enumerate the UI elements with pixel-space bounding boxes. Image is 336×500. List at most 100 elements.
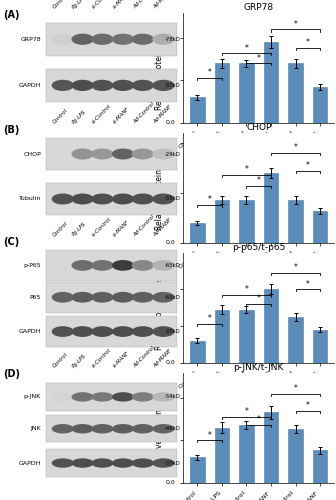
Text: *: * (294, 143, 297, 152)
Text: si-MANF: si-MANF (112, 350, 131, 368)
Ellipse shape (72, 148, 94, 160)
Ellipse shape (91, 424, 114, 434)
Ellipse shape (52, 260, 74, 271)
Bar (46, 415, 177, 442)
Ellipse shape (132, 148, 154, 160)
Bar (190, 340, 205, 362)
Text: *: * (208, 314, 212, 323)
Ellipse shape (52, 194, 74, 204)
Ellipse shape (112, 260, 134, 271)
Ellipse shape (72, 326, 94, 337)
Text: Control: Control (52, 352, 69, 368)
Text: *: * (245, 44, 248, 52)
Text: Ad-MANF: Ad-MANF (153, 217, 173, 237)
Title: CHOP: CHOP (246, 124, 271, 132)
Bar (288, 317, 303, 362)
Title: p-p65/t-p65: p-p65/t-p65 (232, 244, 285, 252)
Ellipse shape (112, 392, 134, 402)
Ellipse shape (152, 292, 175, 302)
Text: Ad-MANF: Ad-MANF (153, 0, 173, 10)
Text: GAPDH: GAPDH (19, 329, 41, 334)
Text: Control: Control (52, 220, 69, 237)
Y-axis label: Relative protein levels: Relative protein levels (155, 144, 164, 230)
Bar (190, 222, 205, 242)
Text: Pg-LPS: Pg-LPS (72, 352, 88, 368)
Ellipse shape (112, 194, 134, 204)
Text: si-Control: si-Control (91, 104, 113, 125)
Ellipse shape (91, 292, 114, 302)
Text: Ad-MANF: Ad-MANF (153, 348, 173, 368)
Bar (313, 87, 328, 122)
Text: *: * (306, 161, 310, 170)
Ellipse shape (91, 194, 114, 204)
Ellipse shape (132, 80, 154, 91)
Text: -65kD: -65kD (165, 263, 180, 268)
Ellipse shape (91, 392, 114, 402)
Text: *: * (306, 38, 310, 48)
Text: -54kD: -54kD (165, 394, 180, 400)
Text: si-Control: si-Control (91, 348, 113, 368)
Bar (215, 64, 229, 122)
Bar (288, 200, 303, 242)
Ellipse shape (132, 34, 154, 45)
Ellipse shape (91, 458, 114, 468)
Ellipse shape (112, 148, 134, 160)
Text: -37kD: -37kD (165, 329, 180, 334)
Bar (46, 23, 177, 56)
Ellipse shape (91, 34, 114, 45)
Bar (313, 330, 328, 362)
Ellipse shape (72, 260, 94, 271)
Bar (239, 64, 254, 122)
Text: *: * (257, 294, 261, 304)
Bar (264, 412, 278, 482)
Text: *: * (245, 165, 248, 174)
Bar (46, 250, 177, 281)
Text: Ad-MANF: Ad-MANF (153, 104, 173, 125)
Ellipse shape (112, 34, 134, 45)
Text: *: * (245, 286, 248, 294)
Text: CHOP: CHOP (24, 152, 41, 156)
Text: Control: Control (52, 108, 69, 125)
Text: Pg-LPS: Pg-LPS (72, 0, 88, 10)
Text: Pg-LPS: Pg-LPS (72, 109, 88, 125)
Ellipse shape (132, 326, 154, 337)
Text: P65: P65 (30, 294, 41, 300)
Bar (190, 457, 205, 482)
Title: GRP78: GRP78 (244, 4, 274, 13)
Text: (A): (A) (3, 10, 20, 20)
Ellipse shape (152, 34, 175, 45)
Text: (C): (C) (3, 237, 20, 247)
Text: si-Control: si-Control (91, 0, 113, 10)
Ellipse shape (112, 80, 134, 91)
Text: GRP78: GRP78 (20, 37, 41, 42)
Ellipse shape (52, 34, 74, 45)
Text: p-P65: p-P65 (24, 263, 41, 268)
Ellipse shape (72, 424, 94, 434)
Text: (B): (B) (3, 125, 20, 135)
Ellipse shape (52, 326, 74, 337)
Ellipse shape (132, 194, 154, 204)
Bar (239, 310, 254, 362)
Text: -37kD: -37kD (165, 460, 180, 466)
Text: *: * (208, 430, 212, 440)
Bar (46, 138, 177, 170)
Bar (264, 289, 278, 362)
Ellipse shape (52, 424, 74, 434)
Ellipse shape (132, 392, 154, 402)
Title: p-JNK/t-JNK: p-JNK/t-JNK (234, 364, 284, 372)
Text: -37kD: -37kD (165, 83, 180, 88)
Ellipse shape (152, 80, 175, 91)
Text: *: * (294, 264, 297, 272)
Y-axis label: Relative protein levels: Relative protein levels (155, 264, 164, 350)
Ellipse shape (52, 148, 74, 160)
Text: Pg-LPS: Pg-LPS (72, 221, 88, 237)
Bar (239, 425, 254, 482)
Text: *: * (294, 20, 297, 29)
Text: *: * (257, 176, 261, 185)
Ellipse shape (112, 326, 134, 337)
Ellipse shape (91, 80, 114, 91)
Text: *: * (208, 68, 212, 77)
Bar (215, 200, 229, 242)
Bar (215, 310, 229, 362)
Text: si-MANF: si-MANF (112, 106, 131, 125)
